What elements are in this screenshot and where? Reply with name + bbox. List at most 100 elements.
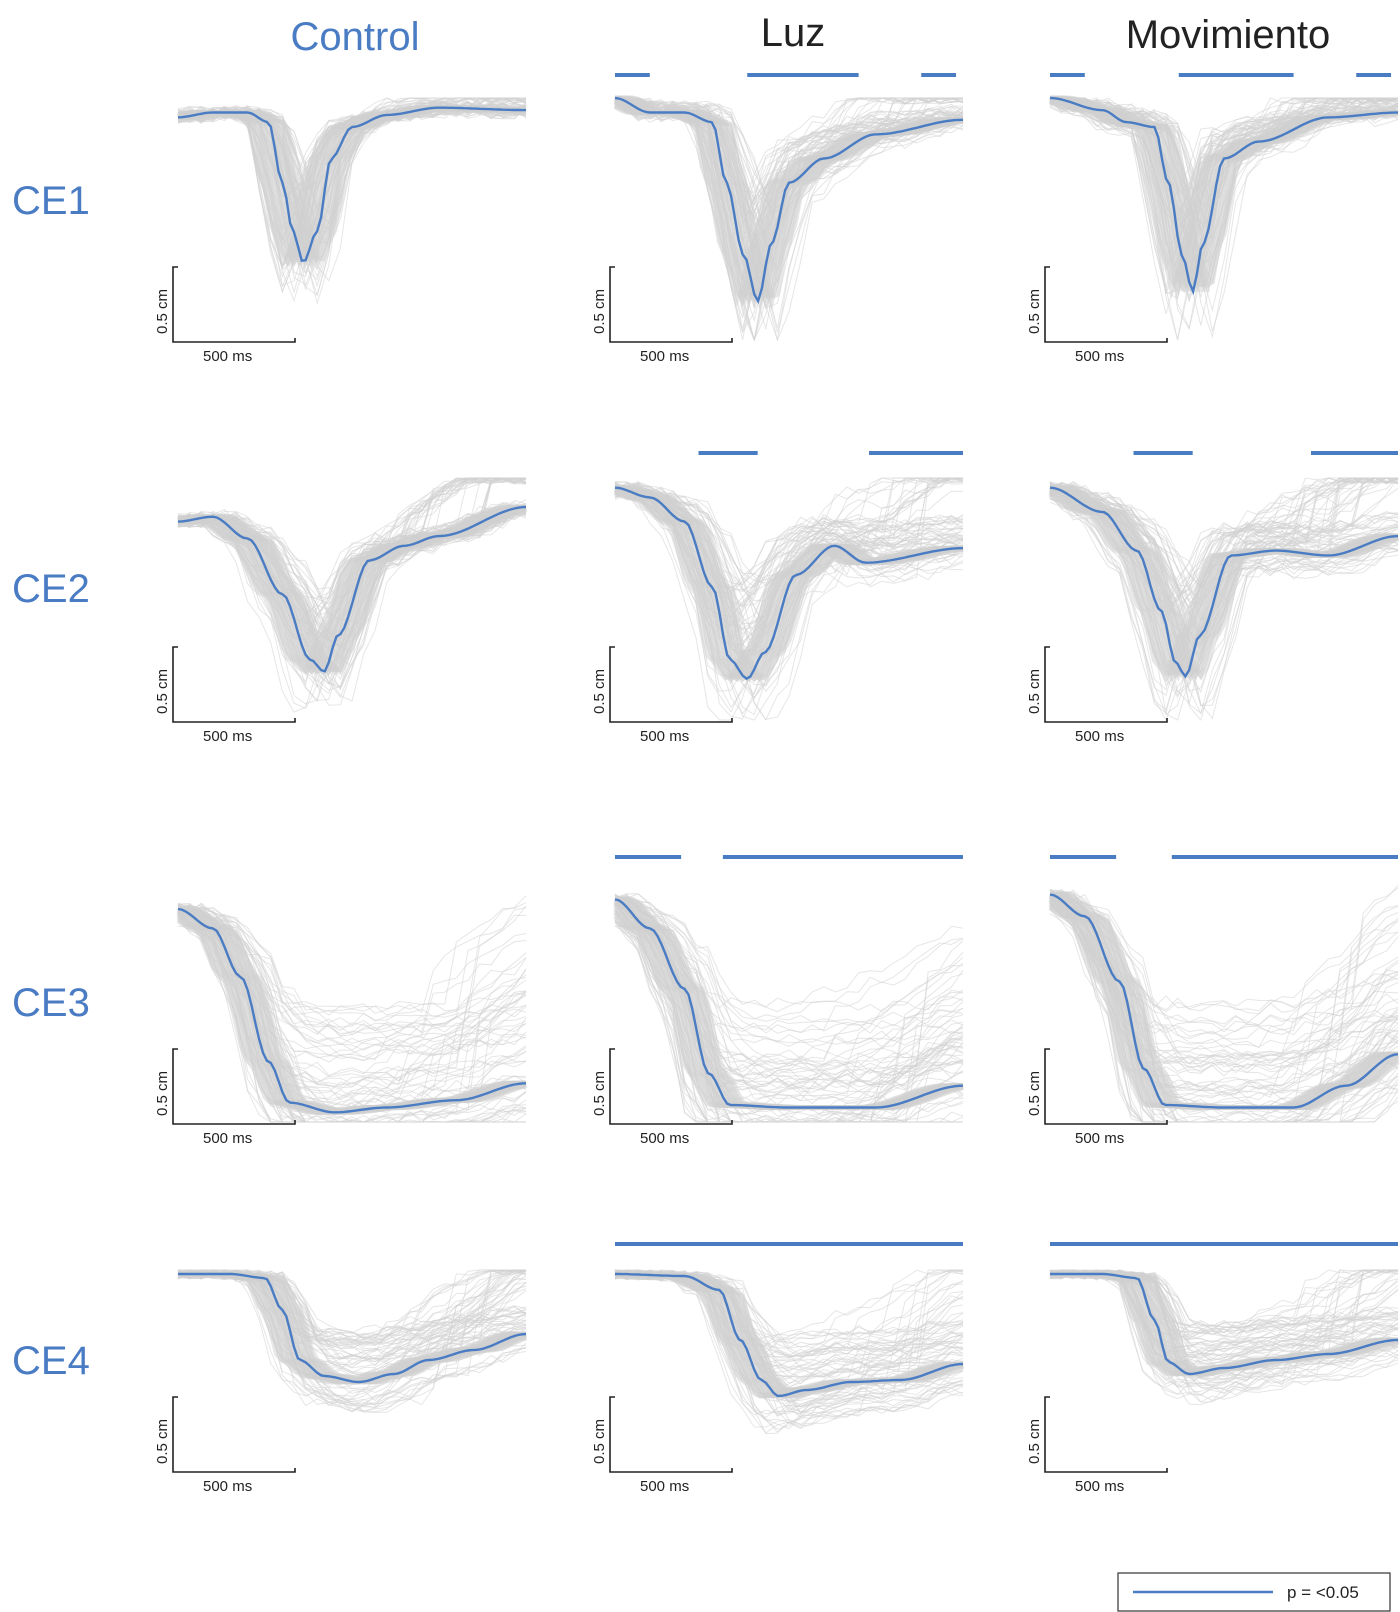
trial-trace — [614, 482, 964, 722]
panel-ce1-luz: 500 ms 0.5 cm — [591, 73, 964, 365]
trial-trace — [1049, 889, 1399, 1059]
mean-trace-ce2-control — [177, 505, 527, 673]
row-label-ce3: CE3 — [12, 981, 90, 1025]
panel-ce3-control: 500 ms 0.5 cm — [154, 895, 527, 1147]
scale-bar-ce3-luz: 500 ms 0.5 cm — [591, 1048, 733, 1147]
scale-bar-y-label: 0.5 cm — [154, 289, 171, 334]
column-title-movimiento: Movimiento — [1126, 13, 1331, 57]
trial-trace — [1049, 1269, 1399, 1395]
mean-trace-ce3-control — [177, 907, 527, 1114]
scale-bar-lines — [609, 1396, 733, 1473]
panel-ce1-control: 500 ms 0.5 cm — [154, 97, 527, 365]
scale-bar-lines — [609, 266, 733, 343]
scale-bar-ce4-movimiento: 500 ms 0.5 cm — [1026, 1396, 1168, 1495]
panel-grid: 500 ms 0.5 cm 500 ms 0.5 cm 500 ms 0.5 cm 500 … — [154, 73, 1400, 1495]
row-label-ce1: CE1 — [12, 179, 90, 223]
trial-traces-ce4-movimiento — [1049, 1269, 1399, 1406]
scale-bar-ce1-luz: 500 ms 0.5 cm — [591, 266, 733, 365]
trial-trace — [177, 1269, 527, 1347]
scale-bar-ce3-control: 500 ms 0.5 cm — [154, 1048, 296, 1147]
trial-trace — [614, 898, 964, 1013]
legend: p = <0.05 — [1117, 1572, 1391, 1612]
trial-trace — [1049, 1270, 1399, 1329]
trial-trace — [177, 904, 527, 1038]
trial-trace — [177, 1269, 526, 1348]
scale-bar-y-label: 0.5 cm — [1026, 289, 1043, 334]
panel-ce4-movimiento: 500 ms 0.5 cm — [1026, 1242, 1399, 1495]
scale-bar-lines — [1044, 646, 1168, 723]
column-title-control: Control — [291, 15, 420, 59]
trial-traces-ce4-luz — [614, 1269, 964, 1435]
scale-bar-x-label: 500 ms — [640, 348, 689, 365]
trial-band-trace — [178, 507, 527, 676]
scale-bar-x-label: 500 ms — [1075, 1478, 1124, 1495]
trial-trace — [614, 97, 964, 214]
panel-ce3-luz: 500 ms 0.5 cm — [591, 855, 964, 1147]
panel-ce2-movimiento: 500 ms 0.5 cm — [1026, 451, 1399, 745]
trial-band-trace — [178, 105, 527, 264]
scale-bar-lines — [172, 1048, 296, 1125]
panel-ce2-luz: 500 ms 0.5 cm — [591, 451, 964, 745]
trial-trace — [177, 1270, 527, 1345]
trial-trace — [177, 904, 527, 1057]
mean-trace-ce3-luz — [614, 898, 964, 1109]
scale-bar-x-label: 500 ms — [203, 1130, 252, 1147]
mean-trace-ce2-movimiento — [1049, 486, 1399, 679]
trial-trace — [1049, 889, 1399, 1049]
scale-bar-ce2-luz: 500 ms 0.5 cm — [591, 646, 733, 745]
mean-trace-ce1-movimiento — [1049, 96, 1399, 296]
scale-bar-y-label: 0.5 cm — [154, 1071, 171, 1116]
scale-bar-y-label: 0.5 cm — [154, 1419, 171, 1464]
mean-trace-ce3-movimiento — [1049, 893, 1399, 1109]
scale-bar-ce2-movimiento: 500 ms 0.5 cm — [1026, 646, 1168, 745]
panel-ce1-movimiento: 500 ms 0.5 cm — [1026, 73, 1399, 365]
row-label-ce2: CE2 — [12, 567, 90, 611]
trial-band-trace — [178, 906, 527, 1115]
trial-band-trace — [1050, 485, 1399, 681]
scale-bar-y-label: 0.5 cm — [591, 289, 608, 334]
scale-bar-ce1-movimiento: 500 ms 0.5 cm — [1026, 266, 1168, 365]
panel-ce3-movimiento: 500 ms 0.5 cm — [1026, 855, 1400, 1147]
scale-bar-ce2-control: 500 ms 0.5 cm — [154, 646, 296, 745]
mean-trace-ce4-movimiento — [1050, 1272, 1399, 1376]
scale-bar-x-label: 500 ms — [1075, 348, 1124, 365]
scale-bar-ce4-luz: 500 ms 0.5 cm — [591, 1396, 733, 1495]
scale-bar-x-label: 500 ms — [1075, 728, 1124, 745]
trial-trace — [177, 895, 527, 1021]
trial-trace — [614, 1269, 964, 1429]
scale-bar-x-label: 500 ms — [640, 1130, 689, 1147]
mean-trace-ce2-luz — [614, 486, 963, 681]
panel-ce2-control: 500 ms 0.5 cm — [154, 477, 527, 745]
trial-trace — [614, 1269, 963, 1358]
scale-bar-ce1-control: 500 ms 0.5 cm — [154, 266, 296, 365]
scale-bar-y-label: 0.5 cm — [591, 1071, 608, 1116]
trial-trace — [1049, 483, 1399, 629]
trial-trace — [614, 894, 964, 1047]
mean-trace-ce1-luz — [614, 96, 964, 305]
legend-label: p = <0.05 — [1287, 1583, 1359, 1602]
mean-trace-ce4-control — [178, 1272, 527, 1384]
scale-bar-y-label: 0.5 cm — [591, 1419, 608, 1464]
scale-bar-y-label: 0.5 cm — [1026, 1419, 1043, 1464]
scale-bar-lines — [172, 1396, 296, 1473]
trial-traces-ce4-control — [177, 1269, 527, 1413]
scale-bar-y-label: 0.5 cm — [591, 669, 608, 714]
trial-band-ce2-movimiento — [1048, 485, 1399, 682]
mean-trace-ce4-luz — [615, 1272, 964, 1397]
scale-bar-ce3-movimiento: 500 ms 0.5 cm — [1026, 1048, 1168, 1147]
trial-band-ce3-control — [176, 906, 527, 1115]
trial-trace — [614, 922, 964, 1123]
trial-band-ce1-control — [177, 105, 527, 270]
trial-trace — [177, 101, 527, 249]
scale-bar-lines — [609, 646, 733, 723]
scale-bar-x-label: 500 ms — [1075, 1130, 1124, 1147]
trial-trace — [614, 1272, 964, 1369]
scale-bar-lines — [609, 1048, 733, 1125]
trial-band-ce2-control — [177, 504, 527, 676]
trial-trace — [614, 893, 964, 1072]
trial-trace — [1049, 890, 1399, 1074]
trial-trace — [1049, 477, 1398, 610]
trial-trace — [614, 99, 964, 224]
scale-bar-lines — [172, 266, 296, 343]
